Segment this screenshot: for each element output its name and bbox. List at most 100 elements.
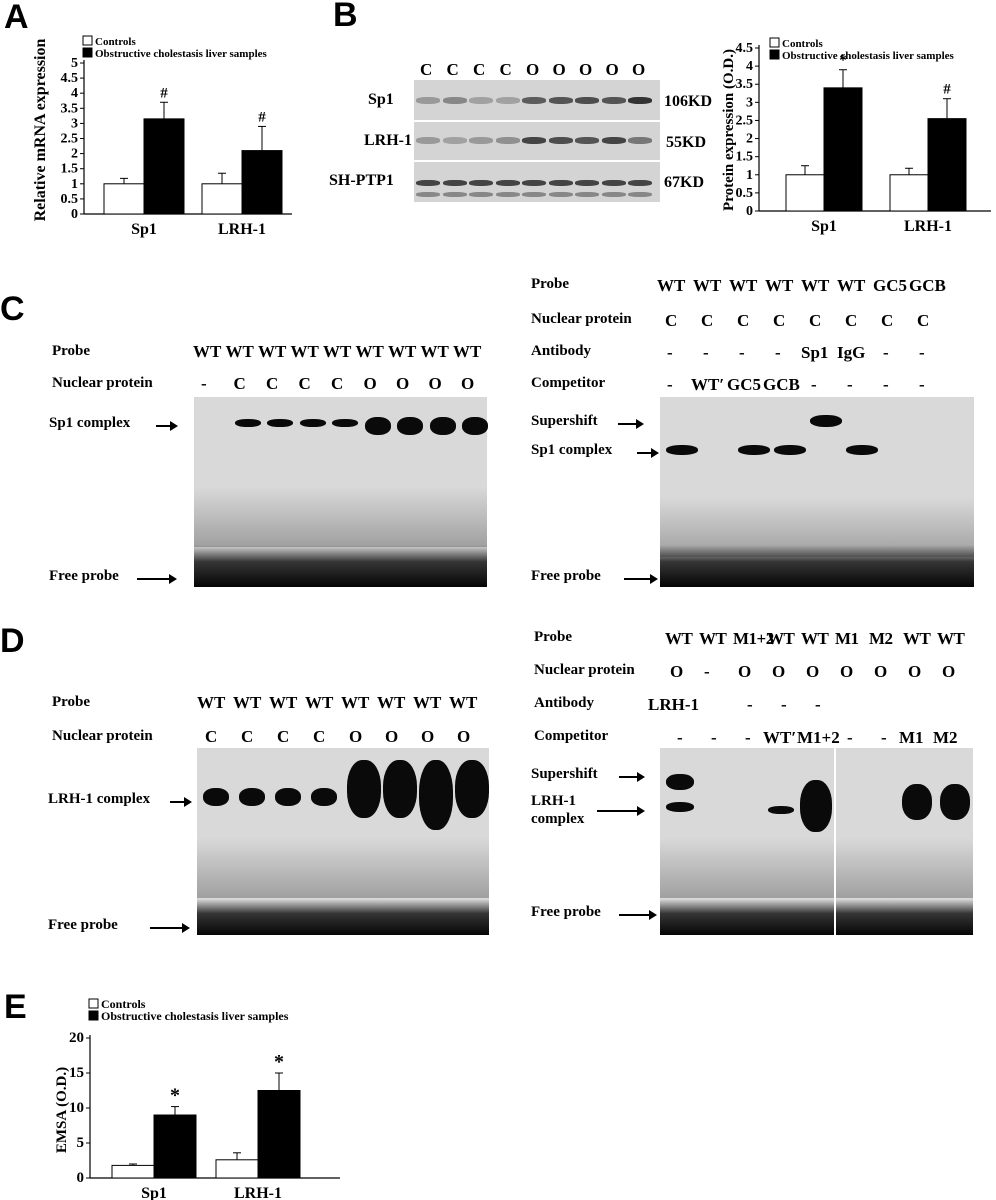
bar-sp1-controls: [785, 174, 825, 212]
d2-lane-antibody: LRH-1: [648, 695, 699, 714]
c2-lane-protein: C: [773, 311, 786, 330]
y-tick-label: 3: [746, 95, 753, 110]
d1-lane-protein: O: [349, 727, 363, 746]
d1-complex-band: [275, 788, 301, 806]
category-label: LRH-1: [234, 1185, 282, 1200]
d1-probe-label: Probe: [52, 694, 91, 710]
d2-lane-antibody: -: [781, 695, 787, 714]
bar-sp1-obstructive: [143, 118, 185, 215]
c2-supershift-arrow: [618, 419, 644, 429]
c2-lane-competitor: -: [811, 375, 817, 394]
wb-band-shptp1-lower: [548, 192, 573, 197]
y-axis-label: EMSA (O.D.): [54, 1067, 70, 1153]
wb-band-shptp1: [522, 180, 546, 186]
legend-label-obstructive: Obstructive cholestasis liver samples: [782, 50, 955, 62]
d1-lane-protein: O: [385, 727, 399, 746]
c2-lane-protein: C: [809, 311, 822, 330]
d2-lane-probe: WT: [665, 629, 693, 648]
d2-complex-band: [800, 780, 832, 832]
d2-supershift-band: [666, 774, 694, 790]
wb-band-sp1: [601, 97, 626, 104]
c1-lane-protein: O: [428, 374, 442, 393]
wb-band-lrh1: [469, 137, 493, 144]
d2-label-probe: Probe: [534, 629, 573, 645]
d1-lane-protein: C: [313, 727, 326, 746]
c2-complex-band: [738, 445, 770, 455]
bar-sp1-controls: [103, 183, 145, 215]
y-tick-label: 1: [71, 177, 78, 192]
c2-label-probe: Probe: [531, 276, 570, 292]
c1-lane-probe: WT: [225, 342, 254, 361]
y-tick-label: 0: [746, 204, 753, 219]
d2-lane-probe: WT: [767, 629, 795, 648]
d2-label-antibody: Antibody: [534, 695, 595, 711]
d1-free-arrow: [150, 923, 190, 933]
c2-lane-antibody: Sp1: [801, 343, 829, 362]
d2-lane-competitor: -: [711, 728, 717, 747]
c1-complex-label: Sp1 complex: [49, 415, 131, 431]
bar-lrh1-obstructive: [257, 1090, 301, 1179]
d1-lane-probe: WT: [341, 693, 370, 712]
d2-label-competitor: Competitor: [534, 728, 609, 744]
y-tick-label: 4.5: [61, 71, 79, 86]
wb-band-sp1: [522, 97, 546, 104]
legend-swatch-obstructive: [88, 1010, 99, 1021]
d1-lane-probe: WT: [197, 693, 226, 712]
wb-lane-label: C: [499, 60, 512, 79]
wb-band-shptp1-lower: [522, 192, 546, 197]
c2-label-protein: Nuclear protein: [531, 311, 632, 327]
wb-lane-label: O: [605, 60, 619, 79]
wb-band-shptp1: [416, 180, 440, 186]
c1-lane-protein: -: [201, 374, 207, 393]
d1-lane-protein: C: [241, 727, 254, 746]
wb-row-label-sp1: Sp1: [368, 91, 394, 108]
y-tick-label: 0.5: [736, 186, 754, 201]
y-tick-label: 5: [77, 1135, 85, 1151]
c1-complex-band: [429, 417, 456, 435]
c1-lane-protein: O: [461, 374, 475, 393]
wb-band-sp1: [442, 97, 467, 104]
c1-complex-arrow: [156, 421, 178, 431]
legend-swatch-obstructive: [769, 49, 780, 60]
c1-complex-band: [234, 419, 261, 427]
wb-band-shptp1: [469, 180, 493, 186]
d2-lane-probe: M1+2: [733, 629, 774, 648]
wb-band-sp1: [469, 97, 493, 104]
wb-band-shptp1: [495, 180, 520, 186]
c2-lane-antibody: -: [775, 343, 781, 362]
y-tick-label: 2: [71, 147, 78, 162]
d2-lane-protein: O: [738, 662, 752, 681]
wb-size-55: 55KD: [666, 134, 706, 151]
c1-complex-band: [299, 419, 326, 427]
wb-lane-label: C: [473, 60, 486, 79]
d2-lane-competitor: -: [677, 728, 683, 747]
d2-lane-competitor: M2: [933, 728, 958, 747]
legend-swatch-obstructive: [82, 47, 93, 58]
legend-label-controls: Controls: [101, 997, 146, 1011]
wb-band-lrh1: [495, 137, 520, 144]
d2-lane-protein: O: [874, 662, 888, 681]
c2-lane-competitor: -: [667, 375, 673, 394]
c2-lane-probe: WT: [837, 276, 866, 295]
y-tick-label: 3.5: [736, 77, 754, 92]
category-label: LRH-1: [904, 218, 952, 235]
d2-complex-band: [940, 784, 970, 820]
c2-lane-probe: GC5: [873, 276, 907, 295]
wb-band-lrh1: [628, 137, 652, 144]
c2-lane-competitor: GC5: [727, 375, 761, 394]
c1-free-arrow: [137, 574, 177, 584]
d1-lane-probe: WT: [305, 693, 334, 712]
wb-band-lrh1: [416, 137, 440, 144]
wb-lane-label: O: [632, 60, 646, 79]
d2-lane-competitor: -: [847, 728, 853, 747]
c2-lane-protein: C: [737, 311, 750, 330]
d1-complex-band: [383, 760, 417, 818]
wb-band-shptp1-lower: [628, 192, 652, 197]
d1-lane-protein: C: [205, 727, 218, 746]
panel-letter-d: D: [0, 622, 25, 660]
d1-lane-probe: WT: [233, 693, 262, 712]
d1-lane-probe: WT: [449, 693, 478, 712]
c1-lane-protein: O: [363, 374, 377, 393]
